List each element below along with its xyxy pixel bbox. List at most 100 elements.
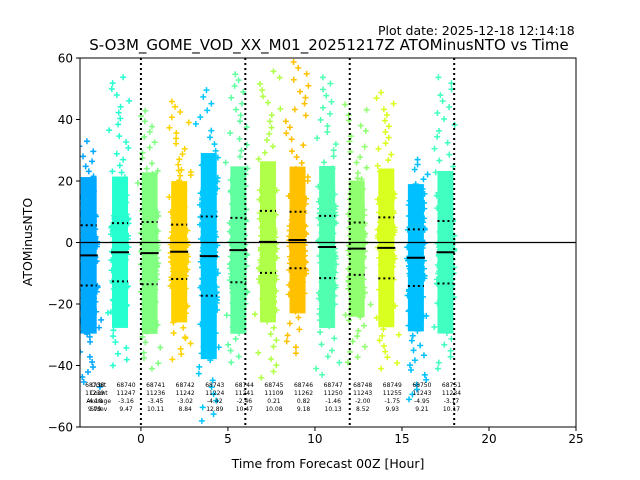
orbit-point [153, 267, 160, 274]
orbit-point [114, 197, 121, 204]
orbit-point [259, 193, 266, 200]
y-tick-label: 40 [58, 113, 73, 127]
orbit-point [84, 302, 91, 309]
orbit-point [177, 345, 184, 352]
orbit-stat-value: 11255 [383, 390, 402, 397]
orbit-stat-value: 10.13 [325, 406, 342, 413]
orbit-point [196, 363, 203, 370]
orbit-point [299, 286, 306, 293]
orbit-point [198, 350, 205, 357]
orbit-point [294, 230, 301, 237]
orbit-point [147, 272, 154, 279]
orbit-point [319, 371, 326, 378]
orbit-point [380, 184, 387, 191]
orbit-point [315, 183, 322, 190]
orbit-point [181, 204, 188, 211]
orbit-point [80, 153, 87, 160]
orbit-point [272, 211, 279, 218]
orbit-point [354, 354, 361, 361]
orbit-point [270, 68, 277, 75]
orbit-point [390, 100, 397, 107]
orbit-point [357, 314, 364, 321]
orbit-point [269, 224, 276, 231]
orbit-point [411, 235, 418, 242]
orbit-stat-value: 12.89 [206, 406, 223, 413]
orbit-point [406, 197, 413, 204]
orbit-point [206, 281, 213, 288]
orbit-point [380, 106, 387, 113]
orbit-point [229, 312, 236, 319]
orbit-point [141, 118, 148, 125]
orbit-point [444, 139, 451, 146]
orbit-point [174, 224, 181, 231]
orbit-stat-value: 11262 [294, 390, 313, 397]
orbit-point [87, 338, 94, 345]
orbit-point [116, 192, 123, 199]
orbit-point [172, 103, 179, 110]
orbit-point [143, 165, 150, 172]
orbit-point [264, 226, 271, 233]
orbit-point [388, 250, 395, 257]
orbit-point [89, 358, 96, 365]
orbit-point [180, 291, 187, 298]
orbit-point [232, 71, 239, 78]
orbit-point [85, 323, 92, 330]
orbit-point [195, 370, 202, 377]
orbit-point [228, 285, 235, 292]
orbit-point [207, 203, 214, 210]
orbit-point [210, 256, 217, 263]
orbit-point [374, 226, 381, 233]
orbit-point [238, 194, 245, 201]
orbit-point [448, 232, 455, 239]
orbit-point [259, 218, 266, 225]
orbit-point [298, 298, 305, 305]
y-tick-label: 20 [58, 175, 73, 189]
orbit-point [341, 101, 348, 108]
orbit-point [203, 235, 210, 242]
orbit-point [383, 284, 390, 291]
orbit-point [200, 343, 207, 350]
orbit-point [260, 212, 267, 219]
orbit-point [120, 321, 127, 328]
orbit-point [330, 251, 337, 258]
orbit-point [256, 264, 263, 271]
orbit-point [124, 302, 130, 309]
orbit-point [295, 213, 302, 220]
orbit-point [297, 183, 304, 190]
orbit-point [293, 154, 300, 161]
orbit-point [227, 130, 234, 137]
orbit-point [374, 196, 381, 203]
orbit-point [405, 308, 412, 315]
orbit-point [200, 184, 207, 191]
orbit-point [380, 343, 387, 350]
orbit-point [355, 282, 362, 289]
orbit-stat-value: -4.95 [414, 398, 430, 405]
orbit-point [263, 137, 270, 144]
orbit-point [122, 303, 129, 310]
orbit-point [211, 243, 218, 250]
orbit-point [176, 308, 183, 315]
orbit-point [292, 350, 299, 357]
x-tick-label: 10 [307, 432, 322, 446]
orbit-point [356, 278, 363, 285]
orbit-point [269, 143, 276, 150]
orbit-point [236, 304, 243, 311]
orbit-point [205, 336, 212, 343]
orbit-point [277, 105, 284, 112]
orbit-point [355, 210, 362, 217]
orbit-point [240, 178, 247, 185]
orbit-point [434, 133, 441, 140]
orbit-point [225, 341, 232, 348]
orbit-point [440, 234, 447, 241]
orbit-point [438, 209, 445, 216]
orbit-point [316, 205, 323, 212]
orbit-point [206, 161, 213, 168]
orbit-point [290, 76, 297, 83]
orbit-point [415, 217, 422, 224]
orbit-point [109, 168, 116, 175]
orbit-point [180, 324, 187, 331]
orbit-stat-value: 68741 [146, 382, 165, 389]
x-tick-label: 20 [481, 432, 496, 446]
orbit-point [326, 184, 333, 191]
